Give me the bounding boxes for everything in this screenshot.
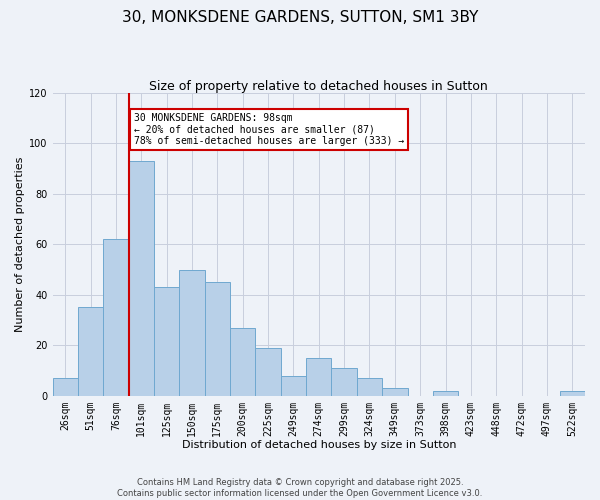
Title: Size of property relative to detached houses in Sutton: Size of property relative to detached ho… <box>149 80 488 93</box>
X-axis label: Distribution of detached houses by size in Sutton: Distribution of detached houses by size … <box>182 440 456 450</box>
Bar <box>128 161 154 396</box>
Text: 30, MONKSDENE GARDENS, SUTTON, SM1 3BY: 30, MONKSDENE GARDENS, SUTTON, SM1 3BY <box>122 10 478 25</box>
Text: 30 MONKSDENE GARDENS: 98sqm
← 20% of detached houses are smaller (87)
78% of sem: 30 MONKSDENE GARDENS: 98sqm ← 20% of det… <box>134 113 404 146</box>
Bar <box>433 390 458 396</box>
Bar <box>78 308 103 396</box>
Bar <box>230 328 256 396</box>
Bar <box>357 378 382 396</box>
Bar <box>103 240 128 396</box>
Text: Contains HM Land Registry data © Crown copyright and database right 2025.
Contai: Contains HM Land Registry data © Crown c… <box>118 478 482 498</box>
Bar <box>382 388 407 396</box>
Bar <box>179 270 205 396</box>
Bar <box>306 358 331 396</box>
Bar <box>331 368 357 396</box>
Bar <box>281 376 306 396</box>
Bar <box>205 282 230 396</box>
Bar <box>53 378 78 396</box>
Bar <box>256 348 281 396</box>
Y-axis label: Number of detached properties: Number of detached properties <box>15 156 25 332</box>
Bar <box>154 287 179 396</box>
Bar <box>560 390 585 396</box>
